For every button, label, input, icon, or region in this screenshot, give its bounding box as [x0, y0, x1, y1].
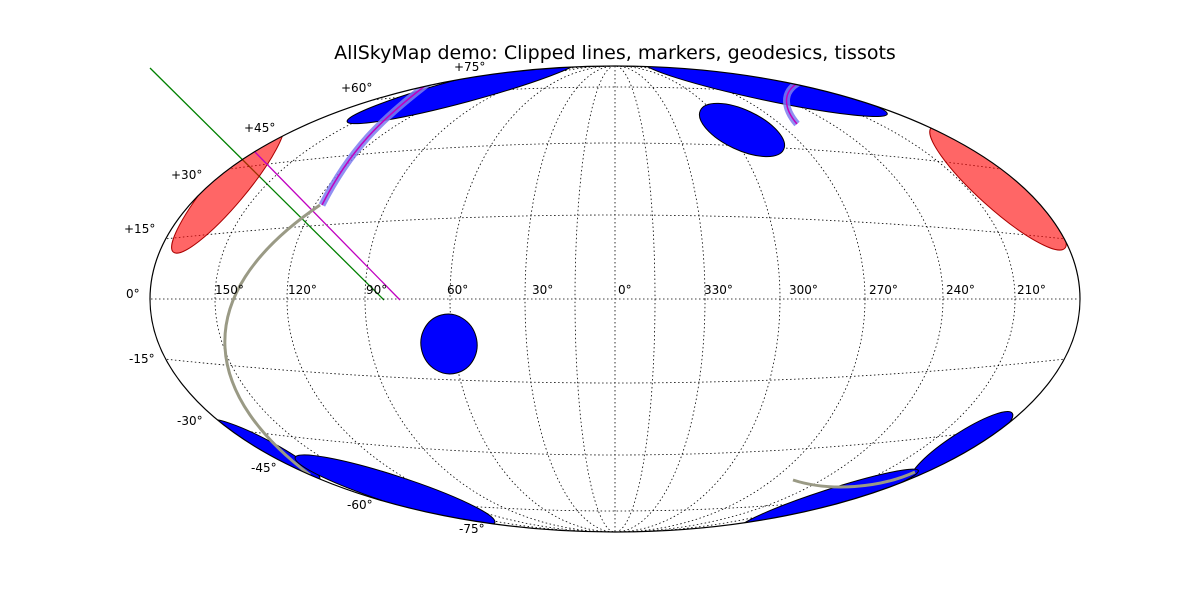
tissot-blue-bottom-right-low [737, 468, 919, 532]
lon-label: 240° [946, 283, 975, 297]
tissot-blue-bottom-left [209, 419, 321, 481]
lat-label: +45° [244, 121, 275, 135]
longitude-grid [214, 66, 1016, 532]
lon-label: 300° [789, 283, 818, 297]
lat-label: 0° [126, 287, 140, 301]
tissot-blue-upper-right [698, 102, 786, 158]
map-interior [151, 66, 1079, 532]
lon-label: 210° [1017, 283, 1046, 297]
geodesic-right [792, 470, 916, 489]
lon-label: 330° [704, 283, 733, 297]
lat-label: -45° [251, 461, 277, 475]
latitude-labels: +75° +60° +45° +30° +15° 0° -15° -30° -4… [124, 60, 485, 536]
lon-label: 270° [869, 283, 898, 297]
lat-label: -30° [177, 414, 203, 428]
magenta-line [254, 151, 401, 301]
lon-label: 60° [447, 283, 468, 297]
lat-label: -60° [347, 498, 373, 512]
tissot-red-right [929, 125, 1067, 251]
lat-label: +60° [341, 81, 372, 95]
lat-label: -75° [459, 522, 485, 536]
map-title: AllSkyMap demo: Clipped lines, markers, … [334, 42, 896, 64]
map-boundary [149, 65, 1081, 533]
geodesic-left [223, 203, 321, 477]
lon-label: 90° [366, 283, 387, 297]
lon-label: 120° [288, 283, 317, 297]
lon-label: 0° [618, 283, 632, 297]
lat-label: +75° [454, 60, 485, 74]
tissot-blue-bottom-right [910, 411, 1014, 481]
lat-label: +30° [171, 168, 202, 182]
lat-label: -15° [129, 352, 155, 366]
lon-label: 30° [532, 283, 553, 297]
lon-label: 150° [215, 283, 244, 297]
lat-label: +15° [124, 222, 155, 236]
longitude-labels: 150° 120° 90° 60° 30° 0° 330° 300° 270° … [215, 283, 1046, 297]
tissot-blue-center [420, 313, 478, 375]
track-left-core [321, 81, 431, 206]
